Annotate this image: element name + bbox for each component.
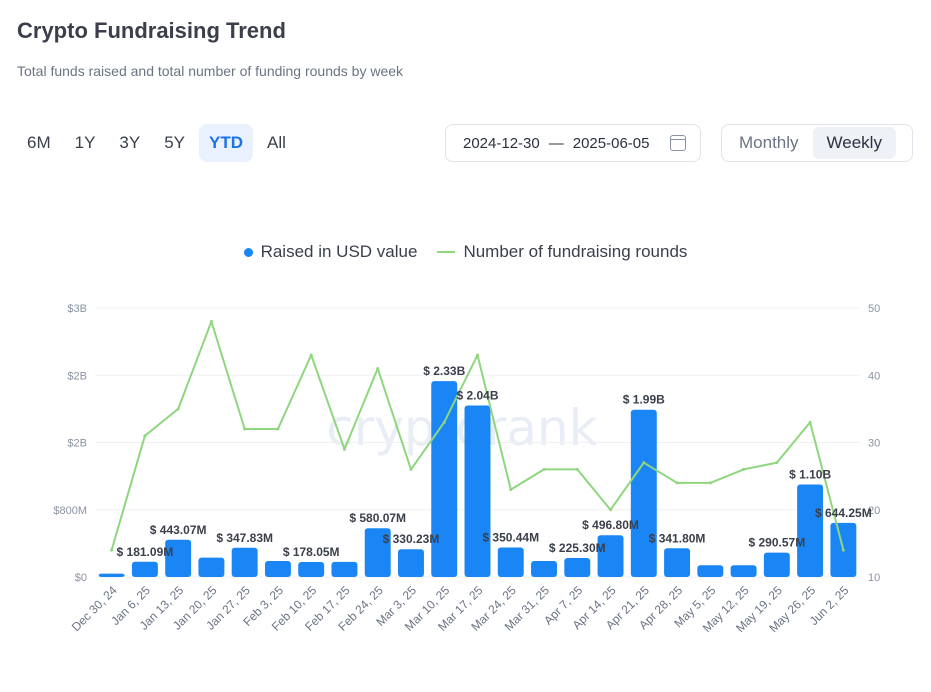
bar[interactable] (198, 557, 225, 577)
rounds-point (309, 353, 313, 357)
range-1y-button[interactable]: 1Y (74, 133, 96, 152)
bar[interactable] (131, 561, 158, 577)
bar[interactable] (797, 484, 824, 577)
rounds-point (742, 467, 746, 471)
rounds-point (708, 481, 712, 485)
period-toggle: Monthly Weekly (721, 124, 913, 162)
rounds-point (376, 367, 380, 371)
bar[interactable] (264, 561, 291, 577)
bar[interactable] (531, 561, 557, 577)
rounds-point (808, 420, 812, 424)
bar[interactable] (331, 561, 358, 577)
page-title: Crypto Fundraising Trend (17, 18, 286, 43)
bar-data-label: $ 341.80M (649, 531, 706, 545)
bar[interactable] (165, 539, 192, 577)
rounds-point (342, 447, 346, 451)
y-right-tick-label: 40 (868, 370, 880, 382)
calendar-icon[interactable] (670, 135, 686, 151)
legend-line-icon (437, 251, 456, 253)
bar[interactable] (664, 548, 691, 577)
bar-data-label: $ 2.04B (456, 389, 498, 403)
bar-data-label: $ 1.10B (789, 468, 831, 482)
range-3y-button[interactable]: 3Y (119, 133, 141, 152)
y-left-tick-label: $0 (75, 572, 87, 584)
bar[interactable] (564, 558, 591, 577)
bar-data-label: $ 443.07M (150, 523, 207, 537)
date-separator: — (548, 134, 564, 152)
bar-data-label: $ 580.07M (349, 511, 406, 525)
legend-item-rounds[interactable]: Number of fundraising rounds (437, 242, 687, 262)
rounds-point (143, 434, 147, 438)
range-6m-button[interactable]: 6M (27, 133, 51, 152)
bar-data-label: $ 2.33B (423, 364, 465, 378)
date-start: 2024-12-30 (463, 134, 540, 152)
bar[interactable] (231, 547, 258, 577)
rounds-point (442, 420, 446, 424)
rounds-point (575, 467, 579, 471)
y-right-tick-label: 30 (868, 438, 880, 450)
y-left-tick-label: $800M (53, 505, 87, 517)
page-subtitle: Total funds raised and total number of f… (17, 63, 404, 79)
bar-data-label: $ 290.57M (748, 536, 805, 550)
bar[interactable] (730, 565, 757, 577)
y-right-tick-label: 20 (868, 505, 880, 517)
rounds-point (243, 427, 247, 431)
bar-data-label: $ 225.30M (549, 541, 606, 555)
legend-label-raised: Raised in USD value (260, 242, 418, 261)
rounds-point (609, 508, 613, 512)
range-selector: 6M 1Y 3Y 5Y YTD All (17, 124, 296, 162)
rounds-point (209, 319, 213, 323)
y-left-tick-label: $2B (67, 438, 87, 450)
bar[interactable] (98, 573, 125, 577)
range-ytd-button[interactable]: YTD (199, 124, 254, 162)
y-right-tick-label: 50 (868, 303, 880, 315)
range-5y-button[interactable]: 5Y (164, 133, 186, 152)
bar[interactable] (763, 552, 790, 577)
x-tick-label: Dec 30, 24 (69, 583, 120, 634)
bar-data-label: $ 181.09M (117, 545, 174, 559)
rounds-point (110, 548, 114, 552)
bar[interactable] (364, 528, 391, 577)
date-range-picker[interactable]: 2024-12-30 — 2025-06-05 (445, 124, 701, 162)
y-right-tick-label: 10 (868, 572, 880, 584)
rounds-point (176, 407, 180, 411)
bar[interactable] (697, 565, 724, 577)
bar[interactable] (497, 547, 524, 577)
date-end: 2025-06-05 (572, 134, 650, 152)
rounds-point (841, 548, 845, 552)
rounds-point (509, 488, 513, 492)
bar[interactable] (597, 535, 624, 577)
bar-data-label: $ 178.05M (283, 545, 340, 559)
y-left-tick-label: $3B (67, 303, 87, 315)
rounds-point (476, 353, 479, 357)
legend-dot-icon (243, 247, 253, 257)
bar[interactable] (464, 405, 491, 577)
bar-data-label: $ 644.25M (815, 506, 872, 520)
bar-data-label: $ 350.44M (482, 531, 539, 545)
legend-label-rounds: Number of fundraising rounds (463, 242, 688, 261)
rounds-point (276, 427, 280, 431)
rounds-point (675, 481, 679, 485)
rounds-point (542, 467, 546, 471)
bar[interactable] (398, 549, 424, 577)
period-monthly-button[interactable]: Monthly (739, 133, 799, 152)
chart-legend: Raised in USD value Number of fundraisin… (0, 242, 931, 262)
bar[interactable] (630, 409, 657, 577)
watermark-text: cryptorank (326, 399, 597, 457)
rounds-point (642, 461, 646, 465)
bar[interactable] (298, 562, 325, 577)
rounds-point (409, 467, 413, 471)
bar-data-label: $ 347.83M (216, 531, 273, 545)
range-all-button[interactable]: All (267, 133, 286, 152)
rounds-point (775, 461, 779, 465)
bar-data-label: $ 330.23M (383, 532, 440, 546)
bar-data-label: $ 1.99B (623, 393, 665, 407)
period-weekly-button[interactable]: Weekly (812, 127, 896, 159)
legend-item-raised[interactable]: Raised in USD value (243, 242, 418, 262)
bar[interactable] (431, 381, 458, 577)
bar-data-label: $ 496.80M (582, 518, 639, 532)
y-left-tick-label: $2B (67, 370, 87, 382)
